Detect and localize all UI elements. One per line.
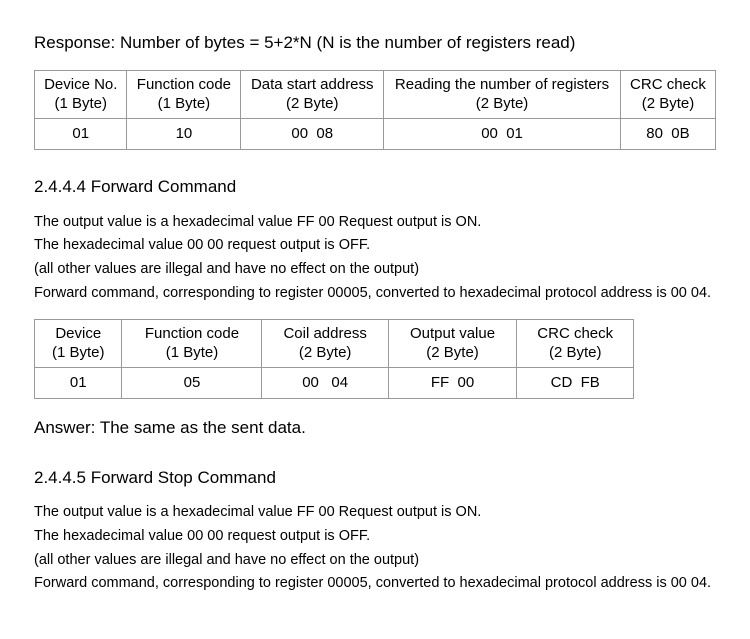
table-header-row: Device No. (1 Byte) Function code (1 Byte)… <box>35 70 716 118</box>
col-crc-check: CRC check (2 Byte) <box>620 70 715 118</box>
cell-device: 01 <box>35 367 122 399</box>
paragraph: (all other values are illegal and have n… <box>34 550 716 572</box>
section-2445-body: The output value is a hexadecimal value … <box>34 502 716 595</box>
cell-num-registers: 00 01 <box>384 118 621 150</box>
header-line2: (1 Byte) <box>52 344 105 361</box>
paragraph: The output value is a hexadecimal value … <box>34 212 716 234</box>
paragraph: The hexadecimal value 00 00 request outp… <box>34 235 716 257</box>
cell-function-code: 05 <box>122 367 262 399</box>
response-heading: Response: Number of bytes = 5+2*N (N is … <box>34 30 716 56</box>
header-line1: Function code <box>137 76 231 93</box>
section-heading-2445: 2.4.4.5 Forward Stop Command <box>34 465 716 491</box>
paragraph: The output value is a hexadecimal value … <box>34 502 716 524</box>
col-crc-check: CRC check (2 Byte) <box>517 319 634 367</box>
header-line2: (2 Byte) <box>299 344 352 361</box>
table-row: 01 10 00 08 00 01 80 0B <box>35 118 716 150</box>
paragraph: The hexadecimal value 00 00 request outp… <box>34 526 716 548</box>
header-line1: Coil address <box>283 325 366 342</box>
cell-crc: CD FB <box>517 367 634 399</box>
cell-data-start: 00 08 <box>241 118 384 150</box>
header-line2: (1 Byte) <box>54 95 107 112</box>
col-coil-address: Coil address (2 Byte) <box>262 319 388 367</box>
header-line2: (2 Byte) <box>426 344 479 361</box>
paragraph: Forward command, corresponding to regist… <box>34 573 716 595</box>
col-function-code: Function code (1 Byte) <box>122 319 262 367</box>
section-heading-2444: 2.4.4.4 Forward Command <box>34 174 716 200</box>
header-line2: (1 Byte) <box>158 95 211 112</box>
header-line1: Data start address <box>251 76 374 93</box>
header-line2: (2 Byte) <box>286 95 339 112</box>
col-function-code: Function code (1 Byte) <box>127 70 241 118</box>
header-line1: Device <box>55 325 101 342</box>
header-line1: CRC check <box>630 76 706 93</box>
table-header-row: Device (1 Byte) Function code (1 Byte) Coi… <box>35 319 634 367</box>
header-line1: CRC check <box>537 325 613 342</box>
cell-coil-address: 00 04 <box>262 367 388 399</box>
header-line2: (1 Byte) <box>166 344 219 361</box>
cell-output-value: FF 00 <box>388 367 516 399</box>
header-line1: Reading the number of registers <box>395 76 609 93</box>
paragraph: Forward command, corresponding to regist… <box>34 283 716 305</box>
header-line1: Function code <box>145 325 239 342</box>
table-row: 01 05 00 04 FF 00 CD FB <box>35 367 634 399</box>
section-2444-body: The output value is a hexadecimal value … <box>34 212 716 305</box>
response-table: Device No. (1 Byte) Function code (1 Byte)… <box>34 70 716 151</box>
cell-device-no: 01 <box>35 118 127 150</box>
col-num-registers: Reading the number of registers (2 Byte) <box>384 70 621 118</box>
header-line2: (2 Byte) <box>549 344 602 361</box>
header-line1: Device No. <box>44 76 117 93</box>
forward-command-table: Device (1 Byte) Function code (1 Byte) Coi… <box>34 319 634 400</box>
cell-function-code: 10 <box>127 118 241 150</box>
col-device-no: Device No. (1 Byte) <box>35 70 127 118</box>
col-device: Device (1 Byte) <box>35 319 122 367</box>
header-line2: (2 Byte) <box>642 95 695 112</box>
col-output-value: Output value (2 Byte) <box>388 319 516 367</box>
paragraph: (all other values are illegal and have n… <box>34 259 716 281</box>
answer-line: Answer: The same as the sent data. <box>34 415 716 441</box>
col-data-start-address: Data start address (2 Byte) <box>241 70 384 118</box>
header-line1: Output value <box>410 325 495 342</box>
cell-crc: 80 0B <box>620 118 715 150</box>
header-line2: (2 Byte) <box>476 95 529 112</box>
